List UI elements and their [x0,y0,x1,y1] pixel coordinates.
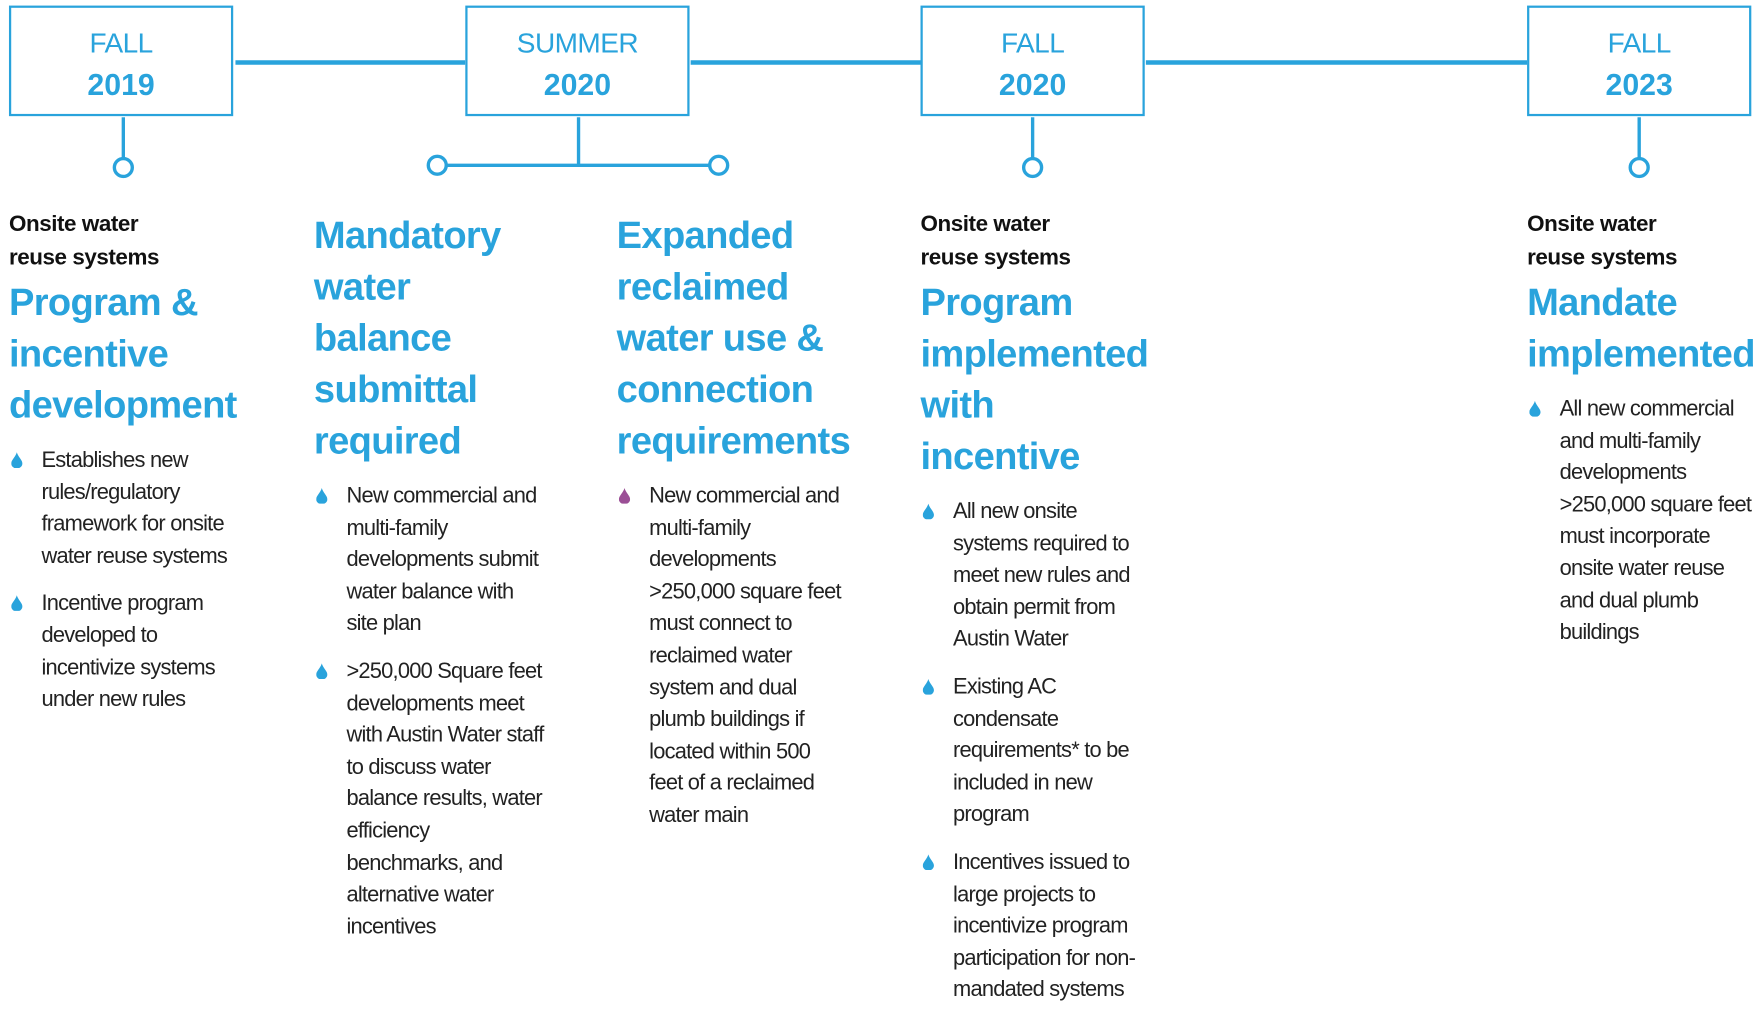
node [426,154,448,176]
season: FALL [89,27,153,60]
connectors [112,60,1650,179]
period-box: FALL 2023 [1527,5,1752,117]
heading: Mandatory water balance submittal requir… [313,214,501,463]
drop-icon [316,663,328,679]
milestone: Onsite water reuse systems Program & ince… [8,208,237,732]
bullet: Incentive program developed to incentivi… [9,588,233,716]
bullet: Incentives issued to large projects to i… [921,846,1151,1006]
heading: Expanded reclaimed water use & connectio… [616,214,851,463]
drop-icon [922,678,934,695]
bullet-list: New commercial and multi-family developm… [314,480,549,943]
milestone: Mandatory water balance submittal requir… [314,208,549,959]
subtitle: Onsite water reuse systems [8,212,159,271]
drop [11,452,23,468]
timeline: FALL 2019 SUMMER 2020 FALL 2020 FALL 2023 Onsite… [8,5,1755,1002]
period-box: FALL 2019 [8,5,234,117]
bullet: >250,000 Square feet developments meet w… [314,656,549,943]
period-box: FALL 2020 [920,5,1145,117]
page: FALL 2019 SUMMER 2020 FALL 2020 FALL 2023 Onsite… [8,5,1756,1003]
bullet: All new onsite systems required to meet … [921,496,1151,656]
bullet: New commercial and multi-family developm… [314,480,549,640]
bullet-list: New commercial and multi-family developm… [617,480,842,831]
year: 2023 [1605,68,1673,102]
year: 2019 [87,68,155,102]
milestone: Onsite water reuse systems Program implem… [921,208,1151,1022]
season: SUMMER [516,27,639,60]
drop [618,488,631,504]
bullet: Establishes new rules/regulatory framewo… [9,444,233,572]
heading: Mandate implemented [1527,281,1755,376]
drop-icon [316,488,328,504]
drop-icon [11,595,23,612]
milestone: Onsite water reuse systems Mandate implem… [1527,208,1755,664]
bullet-list: Establishes new rules/regulatory framewo… [9,444,233,715]
subtitle: Onsite water reuse systems [1527,212,1678,271]
drop [1529,400,1541,417]
period-box: SUMMER 2020 [465,5,690,117]
bullet: All new commercial and multi-family deve… [1527,393,1752,648]
drop [922,503,934,520]
bullet: New commercial and multi-family developm… [617,480,842,831]
node [708,154,730,176]
subtitle: Onsite water reuse systems [920,212,1071,271]
bullet-list: All new onsite systems required to meet … [921,496,1151,1006]
heading: Program implemented with incentive [920,281,1149,478]
drop [922,678,934,695]
bullet-list: All new commercial and multi-family deve… [1527,393,1752,648]
drop-icon [11,452,23,468]
node [1628,156,1650,179]
drop [922,854,934,870]
drop [316,663,328,679]
heading: Program & incentive development [8,281,237,427]
drop [316,488,328,504]
node [112,156,134,179]
year: 2020 [998,68,1067,102]
year: 2020 [543,68,612,102]
drop [11,595,23,612]
drop-icon [1529,400,1541,417]
drop-icon [922,854,934,870]
drop-icon [618,488,631,504]
bullet: Existing AC condensate requirements* to … [921,671,1151,831]
season: FALL [1001,27,1065,60]
milestone: Expanded reclaimed water use & connectio… [616,208,851,847]
drop-icon [922,503,934,520]
season: FALL [1607,27,1672,60]
node [1021,156,1044,179]
